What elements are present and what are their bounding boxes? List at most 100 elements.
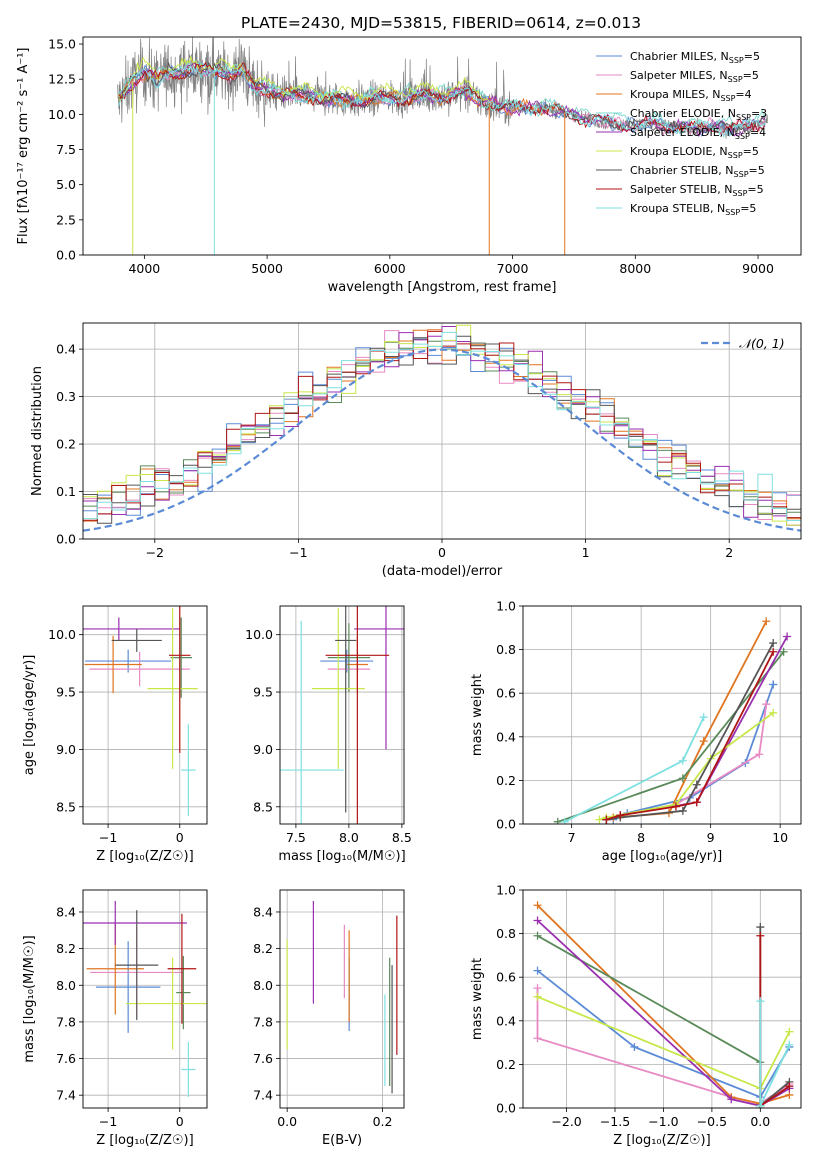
y-tick-label: 8.4 [253, 904, 273, 919]
normal-distribution-curve [83, 348, 801, 532]
mass-weight-marker [533, 1034, 542, 1043]
x-axis-label: E(B-V) [322, 1133, 362, 1148]
x-tick-label: −1 [99, 1114, 117, 1129]
model-spectrum-4 [118, 59, 766, 131]
mass-weight-line-5 [536, 919, 790, 1107]
mass-weight-marker [785, 1040, 794, 1049]
legend-entry-value: =4 [735, 88, 751, 101]
mass-weight-marker [678, 774, 687, 783]
legend-entry-name: Chabrier MILES, N [630, 50, 729, 63]
mass-weight-marker [699, 713, 708, 722]
y-tick-label: 0.0 [56, 248, 76, 263]
y-tick-label: 1.0 [496, 599, 516, 614]
y-tick-label: 0.6 [496, 686, 516, 701]
massweight_vs_age-plot-area [553, 617, 792, 824]
mass-weight-marker [785, 1027, 794, 1036]
model-spectrum-3 [118, 59, 564, 116]
y-tick-label: 2.5 [56, 212, 76, 227]
legend-entry-subscript: SSP [720, 94, 735, 103]
axes-frame [522, 605, 802, 825]
y-tick-label: 8.4 [56, 904, 76, 919]
x-tick-label: −2.0 [551, 1114, 581, 1129]
legend-entry: Kroupa STELIB, NSSP=5 [630, 202, 756, 217]
legend-entry-value: =5 [744, 50, 760, 63]
x-tick-label: 8.0 [339, 830, 359, 845]
mass-weight-marker [769, 647, 778, 656]
x-tick-label: 2 [725, 545, 733, 560]
legend-entry: Salpeter ELODIE, NSSP=4 [630, 126, 766, 141]
spectrum-plot-area [117, 37, 768, 255]
residual-histogram-7 [83, 335, 801, 524]
y-axis-label: mass weight [470, 958, 485, 1040]
axes-frame [82, 889, 208, 1109]
axes-frame [82, 36, 802, 256]
legend-entry: Chabrier ELODIE, NSSP=3 [630, 107, 767, 122]
mass-weight-marker [692, 780, 701, 789]
mass-weight-marker [699, 737, 708, 746]
y-axis-label: age [log₁₀(age/yr)] [22, 655, 37, 776]
legend-entry-value: =4 [750, 126, 766, 139]
y-axis-label: mass weight [470, 674, 485, 756]
x-tick-label: 5000 [251, 261, 283, 276]
legend-entry-name: Chabrier ELODIE, N [630, 107, 736, 120]
y-tick-label: 7.6 [56, 1051, 76, 1066]
legend-entry-name: Kroupa STELIB, N [630, 202, 725, 215]
mass_vs_Z-plot-area [83, 900, 207, 1098]
x-tick-label: 8.5 [392, 830, 412, 845]
x-tick-label: 7 [568, 830, 576, 845]
mass-weight-marker [769, 680, 778, 689]
x-tick-label: 8000 [619, 261, 651, 276]
x-tick-label: −2 [146, 545, 164, 560]
x-tick-label: 0 [176, 830, 184, 845]
x-tick-label: 7000 [497, 261, 529, 276]
y-tick-label: 0.8 [496, 642, 516, 657]
y-tick-label: 0.0 [496, 817, 516, 832]
x-axis-label: Z [log₁₀(Z/Z☉)] [96, 849, 193, 864]
residual-histogram-9 [83, 331, 801, 521]
x-tick-label: 7.5 [286, 830, 306, 845]
axes-frame [82, 322, 802, 540]
y-tick-label: 0.4 [496, 729, 516, 744]
y-tick-label: 8.5 [56, 799, 76, 814]
y-tick-label: 0.2 [56, 437, 76, 452]
legend-entry-name: Kroupa MILES, N [630, 88, 720, 101]
age_vs_mass-panel: 7.5 8.0 8.5 8.5 9.0 9.5 10.0 mass [log₁₀(M/M☉)] [245, 605, 412, 864]
y-tick-label: 9.5 [56, 685, 76, 700]
mass-weight-marker [671, 802, 680, 811]
mass_vs_ebv-panel: 0.0 0.2 7.4 7.6 7.8 8.0 8.2 8.4 E(B-V) [253, 889, 405, 1148]
mass-weight-marker [602, 815, 611, 824]
legend-entry: Salpeter MILES, NSSP=5 [630, 69, 759, 84]
x-tick-label: −0.5 [697, 1114, 727, 1129]
mass-weight-line-3 [536, 904, 790, 1105]
legend-entry-subscript: SSP [735, 132, 750, 141]
x-tick-label: −1.5 [600, 1114, 630, 1129]
massweight_vs_age-panel: 7 8 9 10 0.0 0.2 0.4 0.6 0.8 1.0 age [log₁₀(age/yr… [470, 599, 802, 864]
x-axis-label: Z [log₁₀(Z/Z☉)] [613, 1133, 710, 1148]
mass-weight-marker [769, 639, 778, 648]
mass-weight-marker [595, 815, 604, 824]
mass-weight-marker [678, 806, 687, 815]
y-axis-label: mass [log₁₀(M/M☉)] [22, 935, 37, 1062]
y-tick-label: 0.8 [496, 926, 516, 941]
mass-weight-marker [533, 992, 542, 1001]
mass-weight-marker [533, 984, 542, 993]
charts-layer: 4000 5000 6000 7000 8000 90000.02.55.07.510.0… [16, 36, 802, 1148]
y-tick-label: 9.0 [253, 742, 273, 757]
legend-entry: Kroupa MILES, NSSP=4 [630, 88, 752, 103]
mass-weight-marker [678, 756, 687, 765]
y-tick-label: 0.4 [496, 1013, 516, 1028]
x-tick-label: 6000 [374, 261, 406, 276]
x-tick-label: 1 [582, 545, 590, 560]
y-tick-label: 0.3 [56, 389, 76, 404]
residuals-plot-area [83, 324, 801, 532]
mass-weight-marker [553, 817, 562, 824]
y-tick-label: 8.5 [253, 799, 273, 814]
legend-entry: Chabrier MILES, NSSP=5 [630, 50, 760, 65]
x-axis-label: age [log₁₀(age/yr)] [602, 849, 723, 864]
mass-weight-marker [533, 931, 542, 940]
mass-weight-marker [762, 700, 771, 709]
y-tick-label: 15.0 [48, 37, 76, 52]
x-tick-label: 4000 [128, 261, 160, 276]
x-axis-label: mass [log₁₀(M/M☉)] [278, 849, 405, 864]
x-tick-label: 0.0 [277, 1114, 297, 1129]
